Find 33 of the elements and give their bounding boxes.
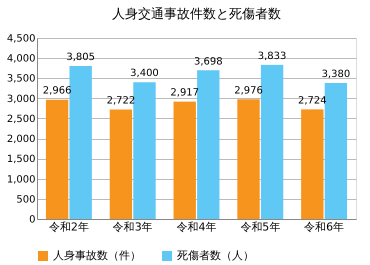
y-tick-label: 4,000 <box>6 54 36 65</box>
bar <box>301 109 324 219</box>
bar <box>110 110 132 219</box>
y-tick-label: 1,000 <box>6 174 36 186</box>
y-tick-label: 1,500 <box>6 154 36 166</box>
data-label: 3,698 <box>194 56 223 68</box>
data-label: 3,805 <box>66 52 95 63</box>
bar <box>69 66 92 219</box>
y-tick-label: 500 <box>16 194 36 206</box>
bar <box>237 99 260 219</box>
bar <box>174 102 196 219</box>
bar <box>46 100 68 219</box>
y-tick-label: 2,500 <box>6 114 36 125</box>
legend-label: 死傷者数（人） <box>177 249 254 262</box>
y-tick-label: 0 <box>29 214 36 226</box>
data-label: 3,380 <box>322 69 350 80</box>
y-tick-label: 2,000 <box>6 134 36 146</box>
bar <box>260 64 284 219</box>
data-label: 3,833 <box>258 50 286 62</box>
x-tick-label: 令和2年 <box>48 220 89 234</box>
bar <box>197 70 220 219</box>
chart-title: 人身交通事故件数と死傷者数 <box>112 6 281 22</box>
legend-label: 人身事故数（件） <box>53 249 141 262</box>
x-tick-label: 令和3年 <box>112 220 153 234</box>
y-tick-label: 3,000 <box>6 94 36 105</box>
y-tick-label: 3,500 <box>6 74 36 85</box>
x-tick-label: 令和4年 <box>176 220 216 234</box>
bar <box>133 82 156 219</box>
y-tick-label: 4,500 <box>6 34 36 44</box>
data-label: 3,400 <box>130 68 159 80</box>
x-tick-label: 令和5年 <box>240 220 280 234</box>
x-tick-label: 令和6年 <box>304 220 344 234</box>
bar <box>324 83 348 219</box>
